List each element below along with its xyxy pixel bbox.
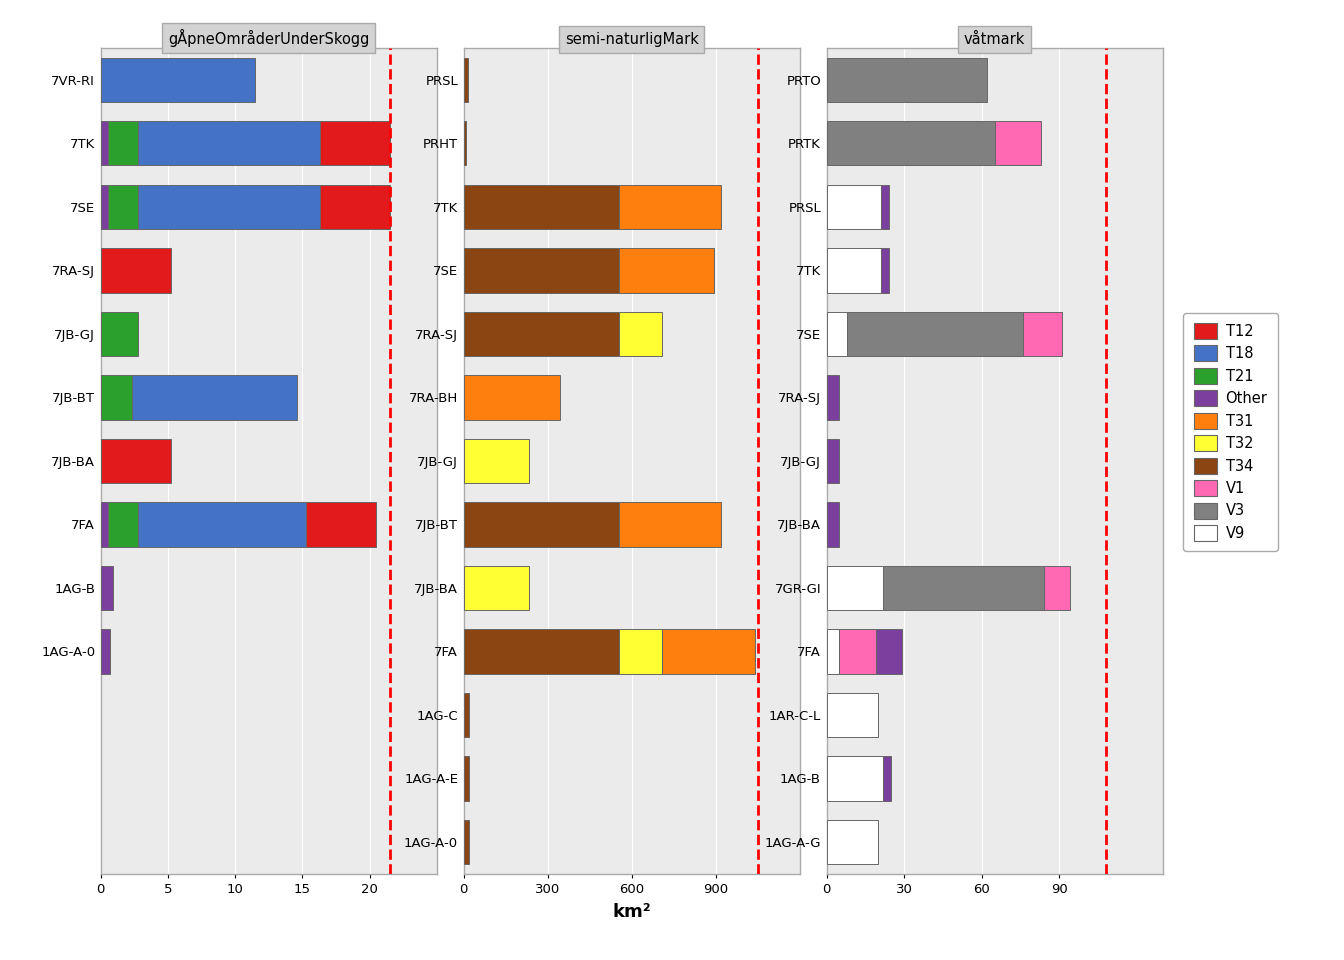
Bar — [101, 248, 171, 293]
Bar — [880, 184, 888, 229]
Bar — [827, 629, 840, 674]
Bar — [464, 756, 469, 801]
Bar — [827, 756, 883, 801]
Bar — [827, 184, 880, 229]
Bar — [464, 439, 530, 483]
Bar — [883, 756, 891, 801]
Bar — [101, 121, 108, 165]
Legend: T12, T18, T21, Other, T31, T32, T34, V1, V3, V9: T12, T18, T21, Other, T31, T32, T34, V1,… — [1183, 313, 1278, 551]
Bar — [101, 565, 113, 610]
Bar — [101, 312, 138, 356]
Bar — [827, 820, 878, 864]
Bar — [108, 502, 138, 546]
X-axis label: km²: km² — [613, 902, 650, 921]
Bar — [995, 121, 1042, 165]
Bar — [620, 312, 663, 356]
Bar — [1023, 312, 1062, 356]
Bar — [827, 502, 840, 546]
Bar — [101, 439, 171, 483]
Bar — [1044, 565, 1070, 610]
Bar — [132, 375, 297, 420]
Bar — [101, 58, 255, 102]
Bar — [827, 692, 878, 737]
Bar — [464, 565, 530, 610]
Title: våtmark: våtmark — [964, 32, 1025, 47]
Bar — [620, 248, 714, 293]
Bar — [464, 629, 620, 674]
Bar — [663, 629, 755, 674]
Bar — [464, 312, 620, 356]
Title: gÅpneOmråderUnderSkogg: gÅpneOmråderUnderSkogg — [168, 29, 370, 47]
Bar — [840, 629, 876, 674]
Bar — [464, 121, 466, 165]
Bar — [464, 692, 469, 737]
Bar — [320, 121, 390, 165]
Bar — [464, 375, 560, 420]
Bar — [138, 184, 320, 229]
Bar — [827, 58, 986, 102]
Bar — [101, 502, 108, 546]
Bar — [880, 248, 888, 293]
Bar — [827, 248, 880, 293]
Bar — [108, 121, 138, 165]
Bar — [827, 312, 847, 356]
Bar — [138, 121, 320, 165]
Bar — [876, 629, 902, 674]
Bar — [101, 375, 132, 420]
Bar — [138, 502, 306, 546]
Bar — [464, 58, 468, 102]
Bar — [108, 184, 138, 229]
Bar — [464, 248, 620, 293]
Bar — [101, 629, 110, 674]
Bar — [827, 121, 995, 165]
Bar — [827, 565, 883, 610]
Bar — [620, 502, 722, 546]
Bar — [827, 439, 840, 483]
Bar — [320, 184, 390, 229]
Bar — [620, 184, 722, 229]
Title: semi-naturligMark: semi-naturligMark — [564, 32, 699, 47]
Bar — [101, 184, 108, 229]
Bar — [464, 820, 469, 864]
Bar — [306, 502, 376, 546]
Bar — [464, 184, 620, 229]
Bar — [827, 375, 840, 420]
Bar — [847, 312, 1023, 356]
Bar — [464, 502, 620, 546]
Bar — [620, 629, 663, 674]
Bar — [883, 565, 1044, 610]
